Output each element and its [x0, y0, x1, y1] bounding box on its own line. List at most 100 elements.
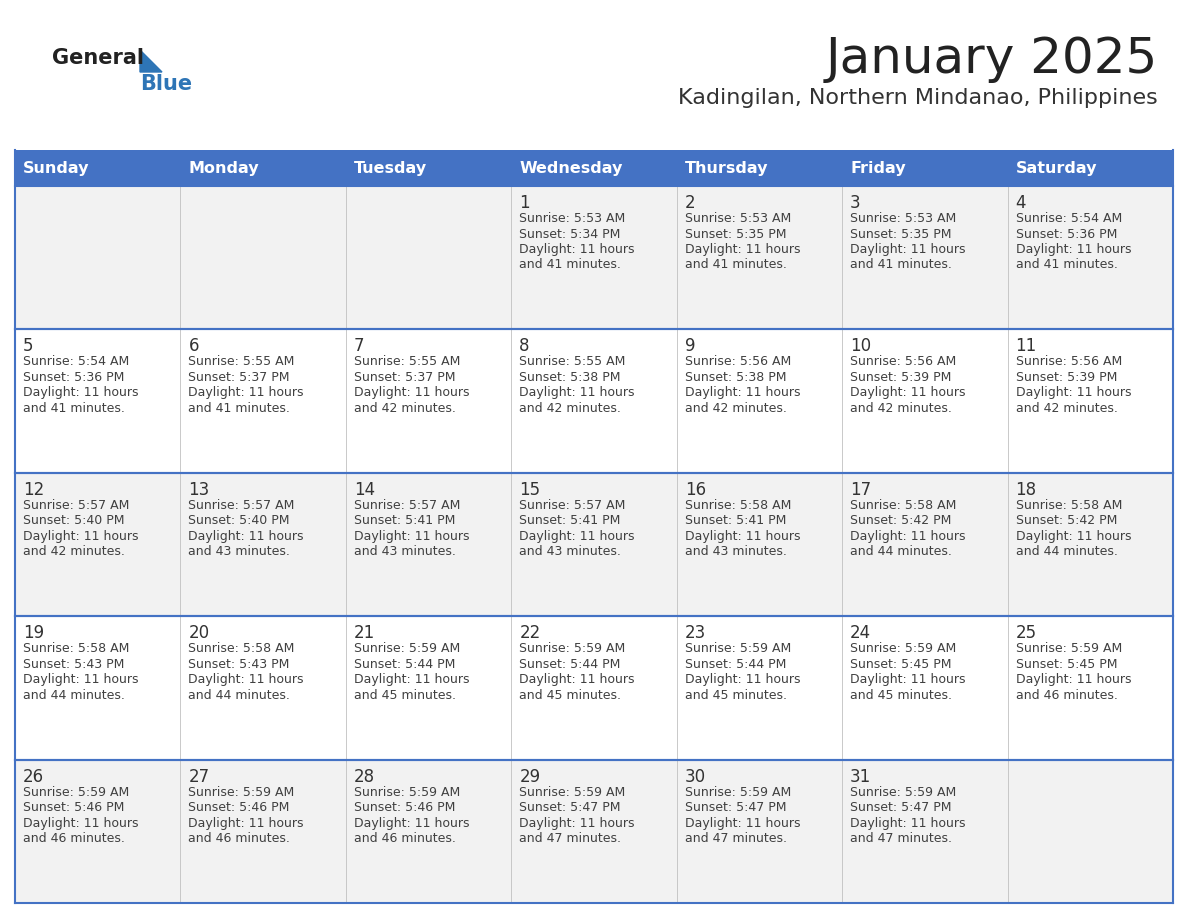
Text: Sunrise: 5:59 AM: Sunrise: 5:59 AM: [519, 643, 626, 655]
Text: Sunrise: 5:59 AM: Sunrise: 5:59 AM: [684, 643, 791, 655]
Text: 6: 6: [189, 338, 198, 355]
Bar: [181, 150, 346, 186]
Text: Sunset: 5:42 PM: Sunset: 5:42 PM: [851, 514, 952, 527]
Text: Sunset: 5:43 PM: Sunset: 5:43 PM: [23, 657, 125, 671]
Text: Sunset: 5:44 PM: Sunset: 5:44 PM: [354, 657, 455, 671]
Text: Sunrise: 5:53 AM: Sunrise: 5:53 AM: [851, 212, 956, 225]
Text: and 43 minutes.: and 43 minutes.: [354, 545, 456, 558]
Text: Daylight: 11 hours: Daylight: 11 hours: [684, 817, 801, 830]
Text: Sunrise: 5:53 AM: Sunrise: 5:53 AM: [519, 212, 626, 225]
Text: Daylight: 11 hours: Daylight: 11 hours: [354, 817, 469, 830]
Bar: [181, 473, 346, 616]
Text: 18: 18: [1016, 481, 1037, 498]
Text: Sunset: 5:39 PM: Sunset: 5:39 PM: [1016, 371, 1117, 384]
Text: and 42 minutes.: and 42 minutes.: [684, 402, 786, 415]
Polygon shape: [140, 50, 162, 72]
Text: Sunrise: 5:58 AM: Sunrise: 5:58 AM: [1016, 498, 1121, 512]
Text: and 47 minutes.: and 47 minutes.: [851, 832, 952, 845]
Text: and 45 minutes.: and 45 minutes.: [851, 688, 952, 701]
Text: Friday: Friday: [851, 161, 905, 175]
Text: Daylight: 11 hours: Daylight: 11 hours: [851, 817, 966, 830]
Text: Daylight: 11 hours: Daylight: 11 hours: [519, 817, 634, 830]
Text: Sunrise: 5:57 AM: Sunrise: 5:57 AM: [189, 498, 295, 512]
Bar: [15, 473, 181, 616]
Bar: [511, 186, 677, 330]
Text: 20: 20: [189, 624, 209, 643]
Text: Wednesday: Wednesday: [519, 161, 623, 175]
Text: 24: 24: [851, 624, 871, 643]
Text: and 47 minutes.: and 47 minutes.: [684, 832, 786, 845]
Bar: [346, 186, 511, 330]
Text: 2: 2: [684, 194, 695, 212]
Text: Sunset: 5:46 PM: Sunset: 5:46 PM: [23, 801, 125, 814]
Bar: [842, 150, 1007, 186]
Bar: [511, 330, 677, 473]
Text: Sunrise: 5:59 AM: Sunrise: 5:59 AM: [851, 643, 956, 655]
Text: Sunset: 5:46 PM: Sunset: 5:46 PM: [189, 801, 290, 814]
Text: Daylight: 11 hours: Daylight: 11 hours: [23, 530, 139, 543]
Bar: [15, 616, 181, 759]
Text: Sunset: 5:36 PM: Sunset: 5:36 PM: [1016, 228, 1117, 241]
Text: Sunset: 5:45 PM: Sunset: 5:45 PM: [851, 657, 952, 671]
Text: and 44 minutes.: and 44 minutes.: [23, 688, 125, 701]
Bar: [842, 473, 1007, 616]
Text: Sunset: 5:47 PM: Sunset: 5:47 PM: [851, 801, 952, 814]
Text: 17: 17: [851, 481, 871, 498]
Text: Sunrise: 5:56 AM: Sunrise: 5:56 AM: [684, 355, 791, 368]
Text: 11: 11: [1016, 338, 1037, 355]
Text: Sunrise: 5:57 AM: Sunrise: 5:57 AM: [519, 498, 626, 512]
Text: and 46 minutes.: and 46 minutes.: [189, 832, 290, 845]
Text: and 46 minutes.: and 46 minutes.: [23, 832, 125, 845]
Text: Saturday: Saturday: [1016, 161, 1097, 175]
Text: Sunset: 5:39 PM: Sunset: 5:39 PM: [851, 371, 952, 384]
Text: Sunset: 5:41 PM: Sunset: 5:41 PM: [354, 514, 455, 527]
Text: 26: 26: [23, 767, 44, 786]
Text: Sunrise: 5:57 AM: Sunrise: 5:57 AM: [354, 498, 460, 512]
Text: and 43 minutes.: and 43 minutes.: [189, 545, 290, 558]
Text: 5: 5: [23, 338, 33, 355]
Bar: [511, 473, 677, 616]
Text: and 42 minutes.: and 42 minutes.: [851, 402, 952, 415]
Text: Daylight: 11 hours: Daylight: 11 hours: [851, 530, 966, 543]
Text: and 47 minutes.: and 47 minutes.: [519, 832, 621, 845]
Text: 27: 27: [189, 767, 209, 786]
Text: Daylight: 11 hours: Daylight: 11 hours: [1016, 673, 1131, 686]
Text: and 45 minutes.: and 45 minutes.: [684, 688, 786, 701]
Text: 1: 1: [519, 194, 530, 212]
Text: Daylight: 11 hours: Daylight: 11 hours: [519, 530, 634, 543]
Bar: [346, 473, 511, 616]
Bar: [181, 330, 346, 473]
Text: and 46 minutes.: and 46 minutes.: [354, 832, 456, 845]
Text: Sunrise: 5:59 AM: Sunrise: 5:59 AM: [354, 786, 460, 799]
Text: Tuesday: Tuesday: [354, 161, 426, 175]
Bar: [1007, 330, 1173, 473]
Bar: [1007, 150, 1173, 186]
Text: Daylight: 11 hours: Daylight: 11 hours: [189, 386, 304, 399]
Text: Sunset: 5:42 PM: Sunset: 5:42 PM: [1016, 514, 1117, 527]
Text: and 45 minutes.: and 45 minutes.: [519, 688, 621, 701]
Bar: [1007, 186, 1173, 330]
Bar: [15, 330, 181, 473]
Bar: [1007, 616, 1173, 759]
Text: and 41 minutes.: and 41 minutes.: [189, 402, 290, 415]
Text: and 43 minutes.: and 43 minutes.: [684, 545, 786, 558]
Text: and 41 minutes.: and 41 minutes.: [851, 259, 952, 272]
Text: Sunset: 5:41 PM: Sunset: 5:41 PM: [519, 514, 620, 527]
Text: Daylight: 11 hours: Daylight: 11 hours: [684, 243, 801, 256]
Text: Sunrise: 5:59 AM: Sunrise: 5:59 AM: [684, 786, 791, 799]
Bar: [842, 616, 1007, 759]
Text: 31: 31: [851, 767, 871, 786]
Text: 29: 29: [519, 767, 541, 786]
Text: and 45 minutes.: and 45 minutes.: [354, 688, 456, 701]
Text: and 42 minutes.: and 42 minutes.: [354, 402, 456, 415]
Bar: [677, 186, 842, 330]
Text: Sunset: 5:45 PM: Sunset: 5:45 PM: [1016, 657, 1117, 671]
Text: Sunset: 5:37 PM: Sunset: 5:37 PM: [189, 371, 290, 384]
Text: Daylight: 11 hours: Daylight: 11 hours: [354, 673, 469, 686]
Bar: [15, 150, 181, 186]
Text: 16: 16: [684, 481, 706, 498]
Text: Daylight: 11 hours: Daylight: 11 hours: [189, 673, 304, 686]
Bar: [346, 759, 511, 903]
Text: 13: 13: [189, 481, 209, 498]
Text: 25: 25: [1016, 624, 1037, 643]
